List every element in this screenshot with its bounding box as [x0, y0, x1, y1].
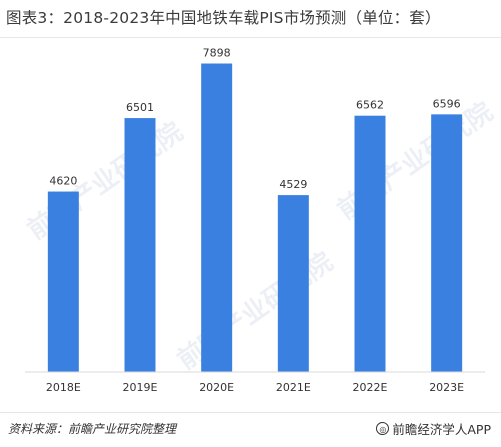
bar-2020E [201, 63, 233, 372]
data-label-2019E: 6501 [126, 101, 154, 114]
data-label-2018E: 4620 [49, 175, 77, 188]
x-tick-label-2018E: 2018E [46, 381, 81, 394]
x-tick-label-2020E: 2020E [199, 381, 234, 394]
brand-name: 前瞻经济学人APP [392, 422, 491, 437]
bar-2022E [354, 115, 386, 373]
bar-2018E [47, 191, 79, 372]
copyright-icon: ◎ [376, 422, 390, 435]
bar-2021E [277, 195, 309, 372]
data-labels-group: 4620 6501 7898 4529 6562 6596 [49, 47, 460, 192]
x-tick-label-2023E: 2023E [429, 381, 464, 394]
bar-2019E [124, 118, 156, 373]
x-tick-label-2021E: 2021E [276, 381, 311, 394]
x-tick-label-2022E: 2022E [353, 381, 388, 394]
chart-title: 图表3：2018-2023年中国地铁车载PIS市场预测（单位：套） [6, 9, 441, 27]
brand-credit: ◎ 前瞻经济学人APP [376, 419, 491, 438]
data-label-2021E: 4529 [279, 178, 307, 191]
x-tick-label-2019E: 2019E [123, 381, 158, 394]
x-tick-labels-group: 2018E 2019E 2020E 2021E 2022E 2023E [46, 381, 464, 394]
watermark-text: 前瞻产业研究院 [172, 246, 339, 376]
data-label-2020E: 7898 [203, 47, 231, 60]
bars-group [47, 63, 463, 373]
data-label-2022E: 6562 [356, 99, 384, 112]
watermark-text: 前瞻产业研究院 [22, 116, 189, 246]
data-label-2023E: 6596 [433, 97, 461, 110]
title-divider [0, 37, 501, 38]
bar-2023E [431, 114, 463, 373]
source-note: 资料来源：前瞻产业研究院整理 [8, 422, 177, 436]
footer-divider [0, 412, 501, 413]
